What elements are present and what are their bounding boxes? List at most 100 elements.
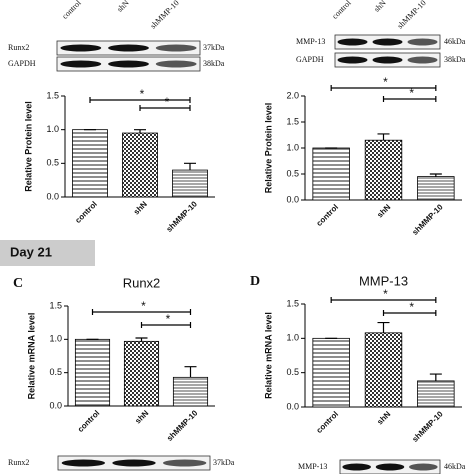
y-axis-label: Relative mRNA level bbox=[263, 312, 273, 399]
blot-band bbox=[407, 56, 438, 64]
blot-band bbox=[342, 463, 371, 471]
size-label: 37kDa bbox=[203, 43, 225, 52]
y-tick-label: 0.5 bbox=[46, 158, 59, 168]
blot-band bbox=[60, 44, 102, 52]
y-tick-label: 0.5 bbox=[286, 168, 299, 178]
blot-band bbox=[337, 38, 368, 46]
significance-bracket bbox=[89, 97, 191, 103]
bar bbox=[72, 129, 108, 198]
lane-label: control bbox=[330, 0, 353, 21]
x-tick-label: control bbox=[73, 200, 99, 226]
bar bbox=[172, 169, 208, 198]
x-tick-label: shN bbox=[132, 199, 149, 216]
x-tick-label: shMMP-10 bbox=[410, 409, 445, 444]
y-tick-label: 0.5 bbox=[49, 367, 62, 377]
significance-mark: * bbox=[383, 287, 388, 301]
error-bar bbox=[377, 133, 390, 141]
significance-bracket bbox=[140, 322, 192, 328]
lane-label: shN bbox=[115, 0, 131, 14]
y-tick-label: 0.5 bbox=[286, 367, 299, 377]
lane-label: shMMP-10 bbox=[396, 0, 428, 30]
chart-title: Runx2 bbox=[123, 275, 161, 290]
y-tick-label: 1.0 bbox=[46, 124, 59, 134]
protein-label: GAPDH bbox=[296, 55, 324, 64]
bar bbox=[122, 132, 158, 198]
lane-label: shMMP-10 bbox=[149, 0, 181, 30]
x-tick-label: control bbox=[315, 203, 341, 229]
y-axis-label: Relative Protein level bbox=[23, 101, 33, 192]
significance-bracket bbox=[330, 297, 437, 303]
y-tick-label: 0.0 bbox=[46, 191, 59, 201]
blot-band bbox=[409, 463, 438, 471]
protein-label: MMP-13 bbox=[298, 462, 327, 471]
blot-band bbox=[108, 60, 149, 68]
significance-mark: * bbox=[383, 75, 388, 89]
section-label: Day 21 bbox=[10, 244, 52, 259]
bar bbox=[417, 176, 455, 201]
lane-label: shN bbox=[372, 0, 388, 14]
blot-band bbox=[112, 459, 156, 467]
y-tick-label: 2.0 bbox=[286, 90, 299, 100]
blot-band bbox=[372, 56, 403, 64]
x-tick-label: shMMP-10 bbox=[165, 408, 200, 443]
x-tick-label: shN bbox=[133, 408, 150, 425]
blot-band bbox=[375, 463, 405, 471]
significance-mark: * bbox=[166, 312, 171, 326]
y-tick-label: 1.5 bbox=[49, 300, 62, 310]
blot-band bbox=[108, 44, 149, 52]
bar bbox=[417, 380, 455, 408]
blot-band bbox=[337, 56, 368, 64]
bar bbox=[123, 340, 160, 407]
chart-title: MMP-13 bbox=[359, 273, 408, 288]
significance-bracket bbox=[330, 85, 437, 91]
size-label: 46kDa bbox=[444, 37, 466, 46]
y-tick-label: 1.0 bbox=[286, 142, 299, 152]
significance-mark: * bbox=[141, 299, 146, 313]
significance-mark: * bbox=[409, 86, 414, 100]
blot-band bbox=[61, 459, 106, 467]
size-label: 37kDa bbox=[213, 458, 235, 467]
panel-letter: D bbox=[250, 274, 260, 289]
y-tick-label: 1.5 bbox=[286, 116, 299, 126]
panel-letter: C bbox=[13, 276, 23, 291]
significance-bracket bbox=[382, 96, 437, 102]
blot-band bbox=[155, 60, 197, 68]
bar bbox=[312, 147, 350, 201]
protein-label: GAPDH bbox=[8, 59, 36, 68]
y-tick-label: 1.0 bbox=[49, 334, 62, 344]
y-tick-label: 1.5 bbox=[46, 90, 59, 100]
protein-label: MMP-13 bbox=[296, 37, 325, 46]
y-tick-label: 0.0 bbox=[286, 401, 299, 411]
blot-band bbox=[60, 60, 102, 68]
significance-bracket bbox=[382, 310, 437, 316]
bar bbox=[364, 139, 403, 201]
x-tick-label: shN bbox=[375, 409, 392, 426]
bar bbox=[74, 338, 111, 407]
size-label: 38kDa bbox=[203, 59, 225, 68]
blot-band bbox=[407, 38, 438, 46]
error-bar bbox=[429, 173, 442, 177]
x-tick-label: shMMP-10 bbox=[410, 202, 445, 237]
bar bbox=[172, 376, 209, 407]
size-label: 46kDa bbox=[444, 462, 466, 471]
x-tick-label: shN bbox=[375, 202, 392, 219]
section-box bbox=[0, 240, 95, 266]
x-tick-label: shMMP-10 bbox=[165, 199, 200, 234]
size-label: 38kDa bbox=[444, 55, 466, 64]
protein-label: Runx2 bbox=[8, 43, 29, 52]
blot-band bbox=[155, 44, 197, 52]
error-bar bbox=[429, 373, 442, 381]
bar bbox=[364, 332, 403, 408]
error-bar bbox=[134, 129, 146, 134]
y-tick-label: 1.0 bbox=[286, 333, 299, 343]
error-bar bbox=[184, 366, 197, 378]
x-tick-label: control bbox=[315, 410, 341, 436]
y-tick-label: 1.5 bbox=[286, 298, 299, 308]
significance-bracket bbox=[91, 309, 192, 315]
error-bar bbox=[377, 321, 390, 333]
y-tick-label: 0.0 bbox=[286, 194, 299, 204]
y-axis-label: Relative mRNA level bbox=[26, 313, 36, 400]
blot-band bbox=[372, 38, 403, 46]
significance-bracket bbox=[139, 105, 191, 111]
